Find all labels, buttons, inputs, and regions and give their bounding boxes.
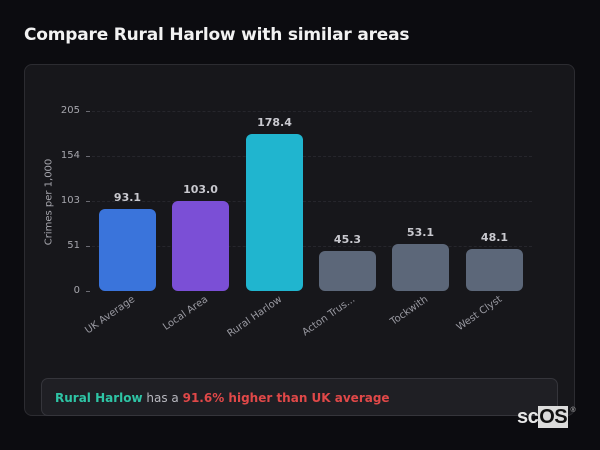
summary-connector: has a — [142, 391, 183, 405]
bar-uk-average[interactable] — [99, 209, 156, 291]
bar-rural-harlow[interactable] — [246, 134, 303, 291]
summary-area-name: Rural Harlow — [55, 391, 143, 405]
summary-difference: 91.6% higher than UK average — [182, 391, 390, 405]
comparison-summary: Rural Harlow has a 91.6% higher than UK … — [41, 378, 558, 416]
logo-sc: sc — [517, 406, 539, 428]
bar-local-area[interactable] — [172, 201, 229, 291]
registered-mark: ® — [570, 407, 576, 414]
bar-west-clyst[interactable] — [466, 249, 523, 291]
bar-tockwith[interactable] — [392, 244, 449, 291]
page-title: Compare Rural Harlow with similar areas — [24, 25, 410, 45]
logo-os: OS — [538, 406, 569, 428]
bar-acton-trus[interactable] — [319, 251, 376, 291]
scos-logo: scOS ® — [517, 406, 576, 428]
